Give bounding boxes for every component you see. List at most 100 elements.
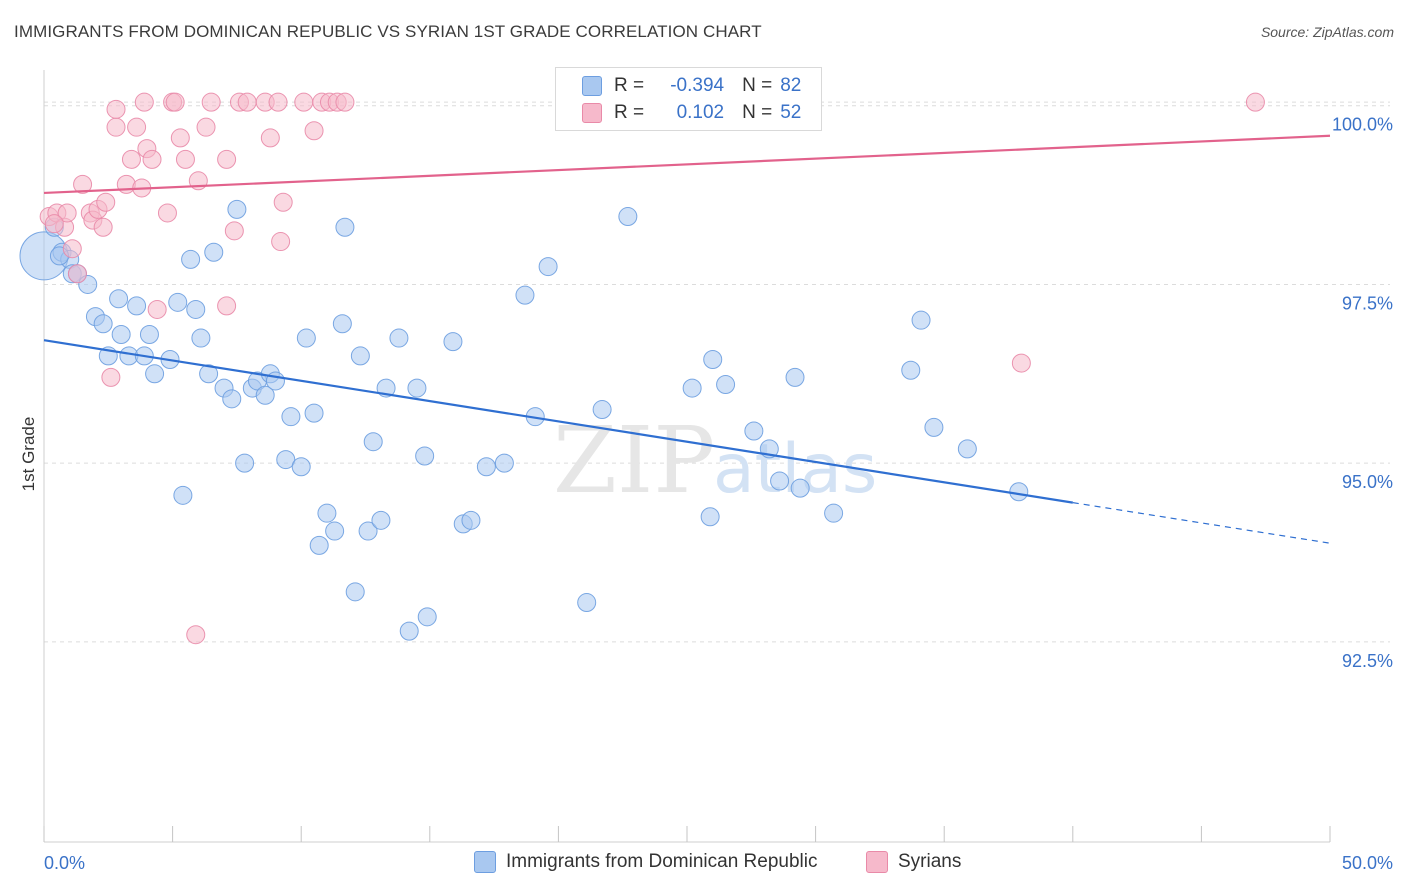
- series-legend: Immigrants from Dominican Republic Syria…: [0, 851, 1406, 879]
- dominican-point: [461, 510, 481, 530]
- syrian-point: [224, 221, 244, 241]
- watermark: ZIP atlas: [553, 407, 877, 514]
- syrian-point: [142, 149, 162, 169]
- dominican-point: [957, 439, 977, 459]
- dominican-point: [173, 485, 193, 505]
- syrian-point: [134, 92, 154, 112]
- syrian-point: [175, 149, 195, 169]
- legend-swatch-blue: [582, 76, 602, 96]
- dominican-point: [700, 507, 720, 527]
- dominican-point: [276, 450, 296, 470]
- watermark-zip: ZIP: [553, 407, 715, 514]
- y-tick-label: 92.5%: [1342, 651, 1393, 671]
- dominican-point: [703, 350, 723, 369]
- dominican-point: [399, 621, 419, 641]
- dominican-point: [785, 367, 805, 387]
- syrian-point: [62, 239, 82, 259]
- dominican-point: [770, 471, 790, 491]
- syrian-point: [57, 203, 77, 223]
- dominican-point: [317, 503, 337, 523]
- legend-swatch-blue: [474, 851, 496, 873]
- syrian-point: [170, 128, 190, 148]
- y-tick-label: 95.0%: [1342, 472, 1393, 492]
- syrian-point: [67, 264, 87, 284]
- dominican-point: [901, 360, 921, 380]
- trend-lines: [43, 134, 1331, 544]
- syrian-point: [186, 625, 206, 645]
- dominican-point: [476, 457, 496, 477]
- dominican-point: [168, 292, 188, 312]
- legend-n-label: N =: [742, 102, 773, 123]
- syrian-point: [196, 117, 216, 137]
- dominican-point: [515, 285, 535, 305]
- dominican-point: [389, 328, 409, 348]
- dominican-point: [371, 510, 391, 530]
- syrian-point: [268, 92, 288, 112]
- legend-item-syrians[interactable]: Syrians: [866, 851, 961, 873]
- dominican-point: [181, 249, 201, 269]
- syrian-point: [1011, 353, 1031, 373]
- dominican-point: [325, 521, 345, 541]
- watermark-atlas: atlas: [713, 430, 877, 509]
- x-tick-label: 0.0%: [44, 853, 85, 873]
- syrian-point: [201, 92, 221, 112]
- dominican-point: [415, 446, 435, 466]
- syrian-point: [147, 299, 167, 319]
- dominican-point: [332, 314, 352, 334]
- dominican-point: [911, 310, 931, 330]
- syrian-point: [116, 174, 136, 194]
- dominican-point: [235, 453, 255, 473]
- dominican-point: [199, 364, 219, 384]
- syrian-point: [237, 92, 257, 112]
- dominican-point: [111, 324, 131, 344]
- syrian-point: [106, 117, 126, 137]
- dominican-trend-extension: [1072, 502, 1331, 544]
- legend-r-label: R =: [614, 75, 645, 96]
- dominican-point: [924, 417, 944, 437]
- syrian-point: [127, 117, 147, 137]
- dominican-point: [824, 503, 844, 523]
- dominican-point: [191, 328, 211, 348]
- dominican-point: [443, 332, 463, 352]
- dominican-point: [1009, 482, 1029, 502]
- chart-source: Source: ZipAtlas.com: [1260, 24, 1394, 40]
- dominican-point: [350, 346, 370, 366]
- dominican-point: [93, 314, 113, 334]
- data-points: [19, 92, 1265, 645]
- legend-swatch-pink: [582, 103, 602, 123]
- legend-r-value: -0.394: [670, 75, 725, 96]
- syrian-point: [217, 296, 237, 316]
- syrian-point: [165, 92, 185, 112]
- dominican-point: [204, 242, 224, 262]
- syrian-point: [106, 99, 126, 119]
- dominican-point: [363, 432, 383, 452]
- dominican-point: [417, 607, 437, 627]
- axes: [43, 70, 1331, 843]
- tick-labels: 92.5% 95.0% 97.5% 100.0% 0.0% 50.0%: [44, 115, 1393, 873]
- dominican-point: [145, 364, 165, 384]
- dominican-point: [618, 207, 638, 227]
- legend-row-dominican: R = -0.394 N = 82: [582, 73, 801, 99]
- syrian-point: [271, 232, 291, 252]
- y-axis-label: 1st Grade: [19, 417, 38, 492]
- correlation-legend: R = -0.394 N = 82 R = 0.102 N = 52: [555, 67, 822, 131]
- legend-r-label: R =: [614, 102, 645, 123]
- syrian-point: [273, 192, 293, 212]
- syrian-trend-line: [43, 134, 1331, 195]
- dominican-point: [494, 453, 514, 473]
- dominican-point: [790, 478, 810, 498]
- dominican-point: [309, 535, 329, 555]
- dominican-point: [682, 378, 702, 398]
- dominican-point: [358, 521, 378, 541]
- syrian-point: [44, 214, 64, 234]
- syrian-point: [1245, 92, 1265, 112]
- legend-item-dominican[interactable]: Immigrants from Dominican Republic: [474, 851, 818, 873]
- syrian-point: [73, 174, 93, 194]
- dominican-point: [345, 582, 365, 602]
- x-tick-label: 50.0%: [1342, 853, 1393, 873]
- dominican-point: [744, 421, 764, 441]
- y-tick-label: 100.0%: [1332, 115, 1393, 135]
- chart-title: IMMIGRANTS FROM DOMINICAN REPUBLIC VS SY…: [14, 22, 762, 41]
- y-tick-label: 97.5%: [1342, 293, 1393, 313]
